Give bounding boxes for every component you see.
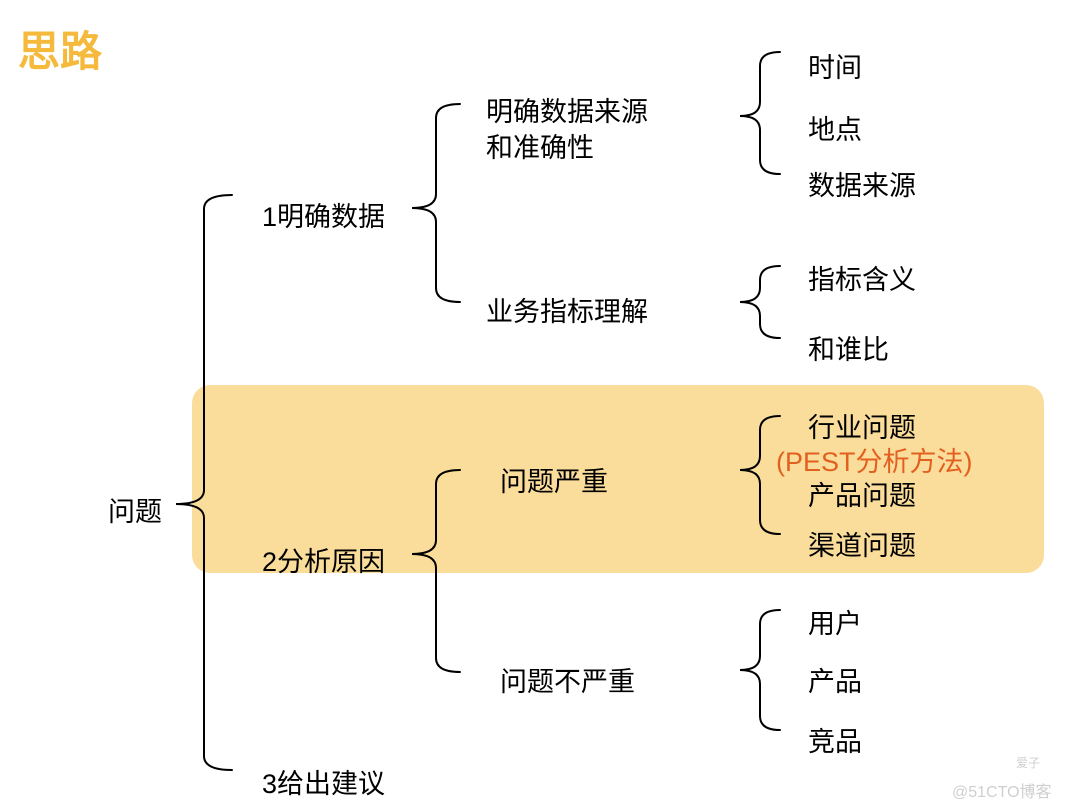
tree-node-l3a: 时间 [808, 46, 862, 85]
tree-node-l3e: 和谁比 [808, 328, 889, 367]
tree-node-l1b: 2分析原因 [262, 540, 385, 579]
tree-node-l3i: 用户 [808, 602, 862, 641]
tree-node-l3k: 竞品 [808, 720, 862, 759]
watermark-small: 爱子 [1016, 754, 1040, 771]
tree-node-l2a_line1: 明确数据来源 [486, 90, 648, 129]
tree-node-l1c: 3给出建议 [262, 762, 385, 801]
tree-node-l2a_line2: 和准确性 [486, 126, 594, 165]
tree-node-l2c: 问题严重 [500, 460, 608, 499]
tree-node-l2b: 业务指标理解 [486, 290, 648, 329]
bracket-1 [412, 104, 460, 302]
tree-node-l3d: 指标含义 [808, 258, 916, 297]
tree-node-l1a: 1明确数据 [262, 195, 385, 234]
diagram-title: 思路 [18, 18, 102, 79]
bracket-4 [740, 266, 780, 338]
bracket-3 [740, 52, 780, 174]
tree-node-l3j: 产品 [808, 660, 862, 699]
tree-node-l3g: 产品问题 [808, 474, 916, 513]
tree-node-root: 问题 [108, 490, 162, 529]
tree-node-l3c: 数据来源 [808, 164, 916, 203]
tree-node-l3b: 地点 [808, 108, 862, 147]
bracket-6 [740, 610, 780, 730]
tree-node-l2d: 问题不严重 [500, 660, 635, 699]
tree-node-l3h: 渠道问题 [808, 524, 916, 563]
watermark-main: @51CTO博客 [952, 778, 1052, 802]
